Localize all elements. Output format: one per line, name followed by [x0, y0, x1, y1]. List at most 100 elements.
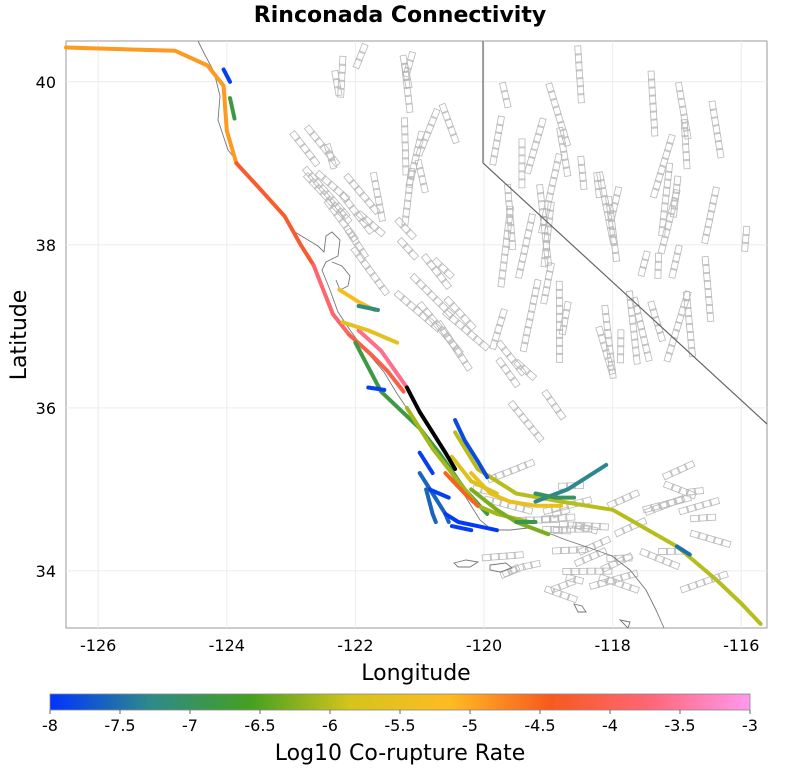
- fault-patch: [343, 172, 355, 185]
- fault-trace-oak-ridge: [449, 524, 474, 533]
- fault-patch: [630, 330, 639, 341]
- fault-patch: [617, 353, 625, 364]
- fault-patch: [507, 223, 515, 235]
- fault-patch: [708, 100, 717, 112]
- fault-patch: [682, 151, 690, 162]
- fault-patch: [605, 576, 618, 586]
- fault-patch: [406, 50, 417, 63]
- fault-patch: [663, 219, 673, 231]
- fault-patch: [329, 155, 341, 168]
- fault-patch: [513, 358, 526, 371]
- fault-patch: [666, 497, 678, 508]
- fault-patch: [416, 166, 426, 178]
- fault-patch: [420, 253, 433, 265]
- fault-patch: [550, 526, 561, 533]
- fault-patch: [620, 581, 633, 592]
- fault-patch: [328, 158, 338, 170]
- fault-patch: [399, 54, 409, 66]
- fault-patch: [613, 578, 625, 589]
- fault-trace-san-gregorio: [340, 320, 400, 345]
- fault-patch: [641, 343, 651, 355]
- fault-patch: [669, 207, 678, 218]
- fault-patch: [459, 313, 472, 326]
- fault-patch: [402, 165, 410, 176]
- fault-patch: [513, 551, 524, 559]
- fault-patch: [436, 325, 449, 338]
- fault-patch: [671, 191, 680, 202]
- fault-patch: [661, 149, 672, 161]
- fault-patch: [405, 102, 414, 114]
- fault-patch: [527, 302, 537, 314]
- fault-patch: [350, 245, 362, 258]
- fault-patch: [680, 297, 690, 310]
- fault-patch: [701, 499, 713, 509]
- fault-patch: [680, 113, 689, 125]
- fault-patch: [669, 466, 681, 478]
- fault-trace-san-andreas-north: [234, 161, 316, 268]
- fault-patch: [673, 244, 683, 256]
- fault-patch: [657, 243, 667, 255]
- fault-patch: [532, 132, 543, 144]
- fault-patch: [454, 307, 466, 320]
- fault-patch: [505, 352, 517, 365]
- fault-patch: [437, 262, 450, 275]
- fault-patch: [617, 337, 625, 348]
- fault-patch: [333, 201, 346, 214]
- fault-patch: [566, 521, 577, 529]
- fault-patch: [586, 567, 597, 575]
- fault-patch: [683, 460, 696, 471]
- fault-patch: [636, 319, 646, 331]
- fault-trace-rinconada: [404, 385, 458, 471]
- fault-patch: [314, 169, 327, 182]
- fault-patch: [595, 547, 608, 558]
- fault-patch: [741, 233, 750, 244]
- fault-patch: [609, 201, 619, 213]
- fault-patch: [518, 154, 526, 165]
- fault-patch: [522, 236, 531, 248]
- california-nevada-border: [482, 41, 768, 425]
- fault-patch: [612, 251, 621, 263]
- fault-patch: [599, 186, 608, 198]
- fault-patch: [632, 354, 641, 365]
- fault-patch: [632, 346, 640, 357]
- fault-patch: [500, 363, 512, 376]
- colorbar-tick-label: -5: [462, 716, 478, 735]
- fault-patch: [646, 551, 659, 561]
- fault-patch: [565, 573, 577, 583]
- fault-patch: [705, 295, 713, 307]
- fault-patch: [640, 335, 649, 347]
- fault-patch: [525, 220, 535, 233]
- fault-patch: [331, 69, 340, 81]
- fault-patch: [714, 139, 724, 151]
- fault-patch: [707, 202, 717, 213]
- fault-patch: [606, 498, 619, 510]
- fault-patch: [611, 193, 621, 205]
- fault-patch: [647, 300, 657, 312]
- fault-patch: [498, 269, 507, 280]
- fault-patch: [565, 513, 576, 522]
- fault-patch: [582, 522, 593, 530]
- fault-patch: [439, 326, 451, 339]
- colorbar-tick-label: -4: [602, 716, 618, 735]
- fault-patch: [304, 148, 316, 161]
- fault-patch: [373, 277, 386, 290]
- fault-trace-maacama: [228, 96, 237, 121]
- fault-trace-casmalia: [417, 450, 435, 476]
- fault-patch: [548, 176, 558, 188]
- fault-patch: [627, 569, 639, 580]
- fault-patch: [493, 470, 506, 481]
- fault-trace-cuyama: [453, 418, 490, 480]
- fault-patch: [574, 521, 585, 530]
- fault-patch: [574, 53, 583, 64]
- fault-patch: [358, 42, 369, 55]
- fault-patch: [556, 344, 564, 355]
- fault-patch: [317, 183, 330, 196]
- fault-patch: [556, 126, 565, 138]
- fault-patch: [505, 551, 516, 560]
- fault-patch: [355, 50, 366, 62]
- fault-patch: [693, 487, 705, 495]
- fault-patch: [472, 334, 485, 347]
- fault-patch: [594, 179, 602, 191]
- fault-patch: [454, 319, 466, 331]
- fault-patch: [401, 117, 409, 128]
